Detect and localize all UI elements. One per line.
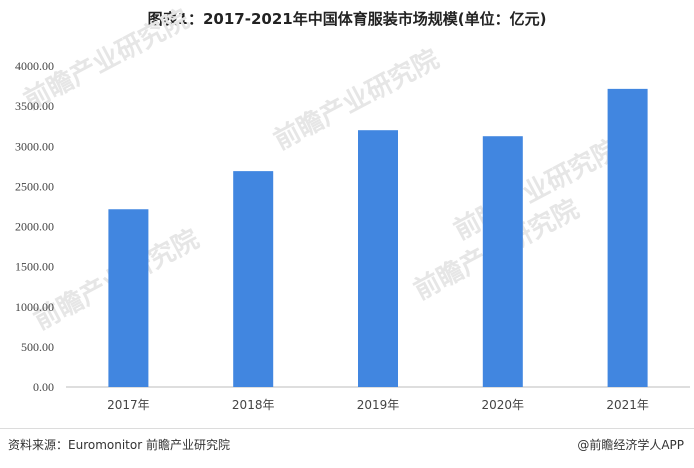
y-tick-label: 3000.00 [15, 139, 54, 153]
bar [233, 171, 274, 387]
bar-chart: 前瞻产业研究院前瞻产业研究院前瞻产业研究院前瞻产业研究院前瞻产业研究院 0.00… [15, 3, 690, 412]
chart-title: 图表1：2017-2021年中国体育服装市场规模(单位：亿元) [147, 10, 547, 28]
bar [607, 88, 648, 387]
watermark-text: 前瞻产业研究院 [269, 43, 444, 156]
bar [358, 130, 398, 387]
x-axis-labels: 2017年 2018年 2019年 2020年 2021年 [107, 398, 649, 412]
bars [108, 88, 648, 387]
y-tick-label: 1000.00 [15, 300, 54, 314]
y-tick-label: 3500.00 [15, 99, 54, 113]
footer-divider [0, 428, 694, 429]
y-tick-label: 2000.00 [15, 220, 54, 234]
x-tick-label: 2017年 [107, 398, 150, 412]
y-tick-label: 0.00 [33, 380, 54, 394]
y-tick-label: 500.00 [21, 340, 54, 354]
y-tick-label: 1500.00 [15, 260, 54, 274]
source-note: 资料来源：Euromonitor 前瞻产业研究院 [8, 438, 230, 452]
bar [482, 136, 523, 387]
y-tick-label: 2500.00 [15, 179, 54, 193]
bar [108, 209, 149, 387]
x-tick-label: 2021年 [606, 398, 649, 412]
x-tick-label: 2019年 [357, 398, 400, 412]
x-tick-label: 2020年 [482, 398, 525, 412]
x-tick-label: 2018年 [232, 398, 275, 412]
y-axis-ticks: 0.00 500.00 1000.00 1500.00 2000.00 2500.00 30… [15, 59, 54, 394]
y-tick-label: 4000.00 [15, 59, 54, 73]
credit-note: @前瞻经济学人APP [577, 438, 684, 452]
